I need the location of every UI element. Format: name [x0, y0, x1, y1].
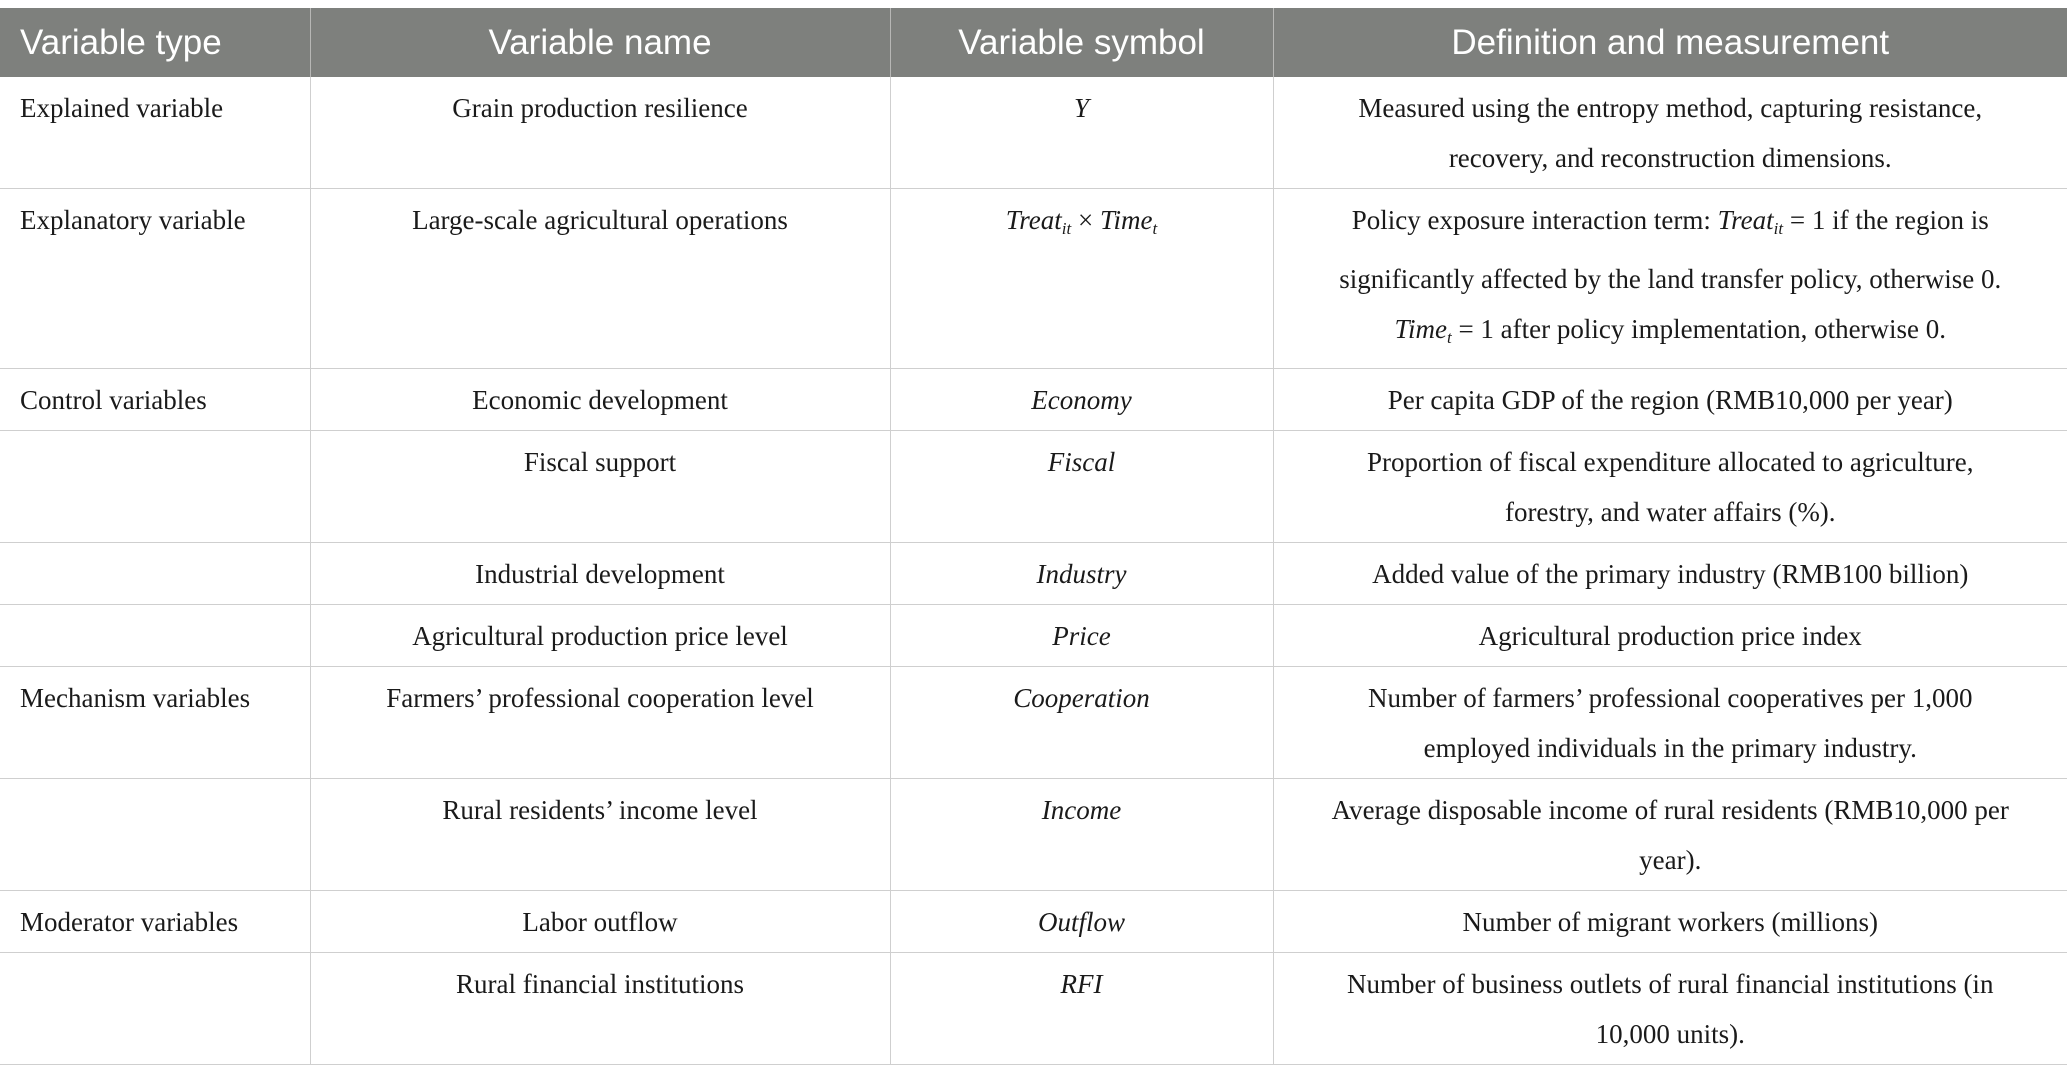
cell-variable-symbol: Fiscal: [890, 430, 1274, 543]
header-variable-type: Variable type: [0, 8, 311, 77]
cell-variable-name: Fiscal support: [310, 430, 891, 543]
header-definition: Definition and measurement: [1273, 8, 2067, 77]
table-row: Industrial development Industry Added va…: [0, 542, 2067, 605]
cell-definition: Number of farmers’ professional cooperat…: [1273, 666, 2067, 779]
definition-line: Policy exposure interaction term: Treati…: [1294, 195, 2048, 254]
cell-variable-symbol: Outflow: [890, 890, 1274, 953]
cell-variable-symbol: Income: [890, 778, 1274, 891]
definition-text: Policy exposure interaction term:: [1351, 205, 1718, 235]
table-body: Explained variable Grain production resi…: [0, 77, 2067, 1065]
symbol-operator: ×: [1071, 205, 1100, 235]
definition-line: Number of business outlets of rural fina…: [1347, 969, 1994, 999]
definition-line: employed individuals in the primary indu…: [1423, 733, 1917, 763]
symbol-time: Time: [1099, 205, 1153, 235]
cell-variable-type: Explanatory variable: [0, 188, 311, 369]
table-row: Control variables Economic development E…: [0, 368, 2067, 431]
symbol-treat: Treat: [1005, 205, 1062, 235]
cell-definition: Agricultural production price index: [1273, 604, 2067, 667]
cell-variable-type: [0, 952, 311, 1065]
cell-variable-symbol: Price: [890, 604, 1274, 667]
cell-definition: Policy exposure interaction term: Treati…: [1273, 188, 2067, 369]
cell-variable-type: Explained variable: [0, 77, 311, 189]
definition-text: = 1 if the region is: [1783, 205, 1989, 235]
definition-line: Timet = 1 after policy implementation, o…: [1294, 304, 2048, 363]
definition-symbol-time: Time: [1394, 314, 1447, 344]
table-row: Rural financial institutions RFI Number …: [0, 952, 2067, 1065]
variables-table-container: Variable type Variable name Variable sym…: [0, 8, 2067, 1065]
definition-line: Measured using the entropy method, captu…: [1358, 93, 1983, 123]
cell-variable-type: [0, 542, 311, 605]
cell-variable-name: Labor outflow: [310, 890, 891, 953]
cell-variable-type: Control variables: [0, 368, 311, 431]
cell-variable-name: Grain production resilience: [310, 77, 891, 189]
cell-definition: Added value of the primary industry (RMB…: [1273, 542, 2067, 605]
cell-variable-type: [0, 604, 311, 667]
cell-variable-type: Mechanism variables: [0, 666, 311, 779]
table-row: Fiscal support Fiscal Proportion of fisc…: [0, 430, 2067, 543]
cell-variable-name: Rural financial institutions: [310, 952, 891, 1065]
cell-variable-symbol: Cooperation: [890, 666, 1274, 779]
definition-line: Per capita GDP of the region (RMB10,000 …: [1387, 385, 1953, 415]
symbol-time-subscript: t: [1152, 219, 1158, 238]
definition-line: 10,000 units).: [1595, 1019, 1745, 1049]
cell-variable-name: Economic development: [310, 368, 891, 431]
cell-variable-name: Agricultural production price level: [310, 604, 891, 667]
cell-variable-type: [0, 778, 311, 891]
header-variable-name: Variable name: [310, 8, 891, 77]
header-variable-symbol: Variable symbol: [890, 8, 1274, 77]
cell-definition: Measured using the entropy method, captu…: [1273, 77, 2067, 189]
cell-definition: Per capita GDP of the region (RMB10,000 …: [1273, 368, 2067, 431]
table-row: Explained variable Grain production resi…: [0, 77, 2067, 189]
definition-symbol-subscript: t: [1446, 328, 1452, 347]
table-row: Explanatory variable Large-scale agricul…: [0, 188, 2067, 369]
definition-line: year).: [1639, 845, 1702, 875]
table-row: Rural residents’ income level Income Ave…: [0, 778, 2067, 891]
cell-variable-symbol: RFI: [890, 952, 1274, 1065]
definition-line: Number of migrant workers (millions): [1462, 907, 1878, 937]
definition-line: Added value of the primary industry (RMB…: [1372, 559, 1969, 589]
cell-variable-name: Rural residents’ income level: [310, 778, 891, 891]
table-header: Variable type Variable name Variable sym…: [0, 8, 2067, 77]
table-row: Moderator variables Labor outflow Outflo…: [0, 890, 2067, 953]
cell-definition: Number of business outlets of rural fina…: [1273, 952, 2067, 1065]
cell-variable-symbol: Treatit × Timet: [890, 188, 1274, 369]
definition-symbol-treat: Treat: [1717, 205, 1774, 235]
cell-definition: Average disposable income of rural resid…: [1273, 778, 2067, 891]
cell-variable-symbol: Industry: [890, 542, 1274, 605]
definition-text: = 1 after policy implementation, otherwi…: [1451, 314, 1947, 344]
table-row: Agricultural production price level Pric…: [0, 604, 2067, 667]
definition-line: forestry, and water affairs (%).: [1504, 497, 1836, 527]
definition-line: recovery, and reconstruction dimensions.: [1448, 143, 1892, 173]
cell-variable-type: Moderator variables: [0, 890, 311, 953]
cell-variable-name: Farmers’ professional cooperation level: [310, 666, 891, 779]
symbol-treat-subscript: it: [1061, 219, 1072, 238]
definition-line: Average disposable income of rural resid…: [1331, 795, 2009, 825]
cell-variable-name: Industrial development: [310, 542, 891, 605]
definition-line: significantly affected by the land trans…: [1339, 264, 2002, 294]
header-row: Variable type Variable name Variable sym…: [0, 8, 2067, 77]
table-row: Mechanism variables Farmers’ professiona…: [0, 666, 2067, 779]
definition-line: Number of farmers’ professional cooperat…: [1367, 683, 1973, 713]
definition-line: Agricultural production price index: [1478, 621, 1862, 651]
cell-variable-type: [0, 430, 311, 543]
variables-table: Variable type Variable name Variable sym…: [0, 8, 2067, 1065]
cell-variable-symbol: Economy: [890, 368, 1274, 431]
cell-variable-symbol: Y: [890, 77, 1274, 189]
cell-definition: Number of migrant workers (millions): [1273, 890, 2067, 953]
cell-definition: Proportion of fiscal expenditure allocat…: [1273, 430, 2067, 543]
definition-symbol-subscript: it: [1773, 219, 1784, 238]
cell-variable-name: Large-scale agricultural operations: [310, 188, 891, 369]
definition-line: Proportion of fiscal expenditure allocat…: [1366, 447, 1974, 477]
